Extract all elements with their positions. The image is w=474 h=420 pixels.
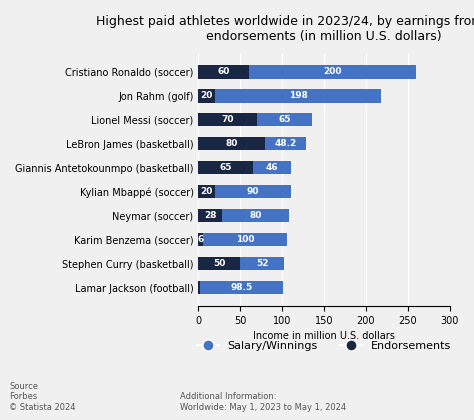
Bar [198,113,257,126]
Text: Additional Information:
Worldwide: May 1, 2023 to May 1, 2024: Additional Information: Worldwide: May 1… [180,392,346,412]
Text: Source
Forbes
© Statista 2024: Source Forbes © Statista 2024 [9,382,76,412]
Bar [265,137,306,150]
Text: 60: 60 [217,68,230,76]
Bar [198,89,215,102]
Title: Highest paid athletes worldwide in 2023/24, by earnings from salary and
endorsem: Highest paid athletes worldwide in 2023/… [96,15,474,43]
Text: 52: 52 [256,259,268,268]
Bar [198,257,240,270]
Text: 46: 46 [266,163,278,172]
Text: 198: 198 [289,92,308,100]
Bar [200,281,283,294]
Bar [198,209,222,223]
Bar [249,66,416,79]
Bar [240,257,284,270]
Bar [215,185,291,198]
Bar [253,161,292,174]
Text: 50: 50 [213,259,226,268]
Bar [222,209,289,223]
Text: 20: 20 [201,187,213,196]
X-axis label: Income in million U.S. dollars: Income in million U.S. dollars [253,331,395,341]
Bar [198,185,215,198]
Bar [198,66,249,79]
Bar [257,113,311,126]
Bar [198,233,203,247]
Bar [203,233,287,247]
Bar [198,137,265,150]
Legend: Salary/Winnings, Endorsements: Salary/Winnings, Endorsements [192,337,456,356]
Text: 80: 80 [226,139,238,148]
Text: 70: 70 [221,116,234,124]
Text: 200: 200 [323,68,342,76]
Text: 65: 65 [278,116,291,124]
Text: 65: 65 [219,163,232,172]
Bar [198,281,200,294]
Text: 80: 80 [249,211,262,220]
Text: 6: 6 [198,235,204,244]
Bar [198,161,253,174]
Text: 48.2: 48.2 [274,139,297,148]
Text: 20: 20 [201,92,213,100]
Text: 98.5: 98.5 [230,283,253,292]
Text: 90: 90 [246,187,259,196]
Bar [215,89,381,102]
Text: 28: 28 [204,211,216,220]
Text: 100: 100 [236,235,255,244]
